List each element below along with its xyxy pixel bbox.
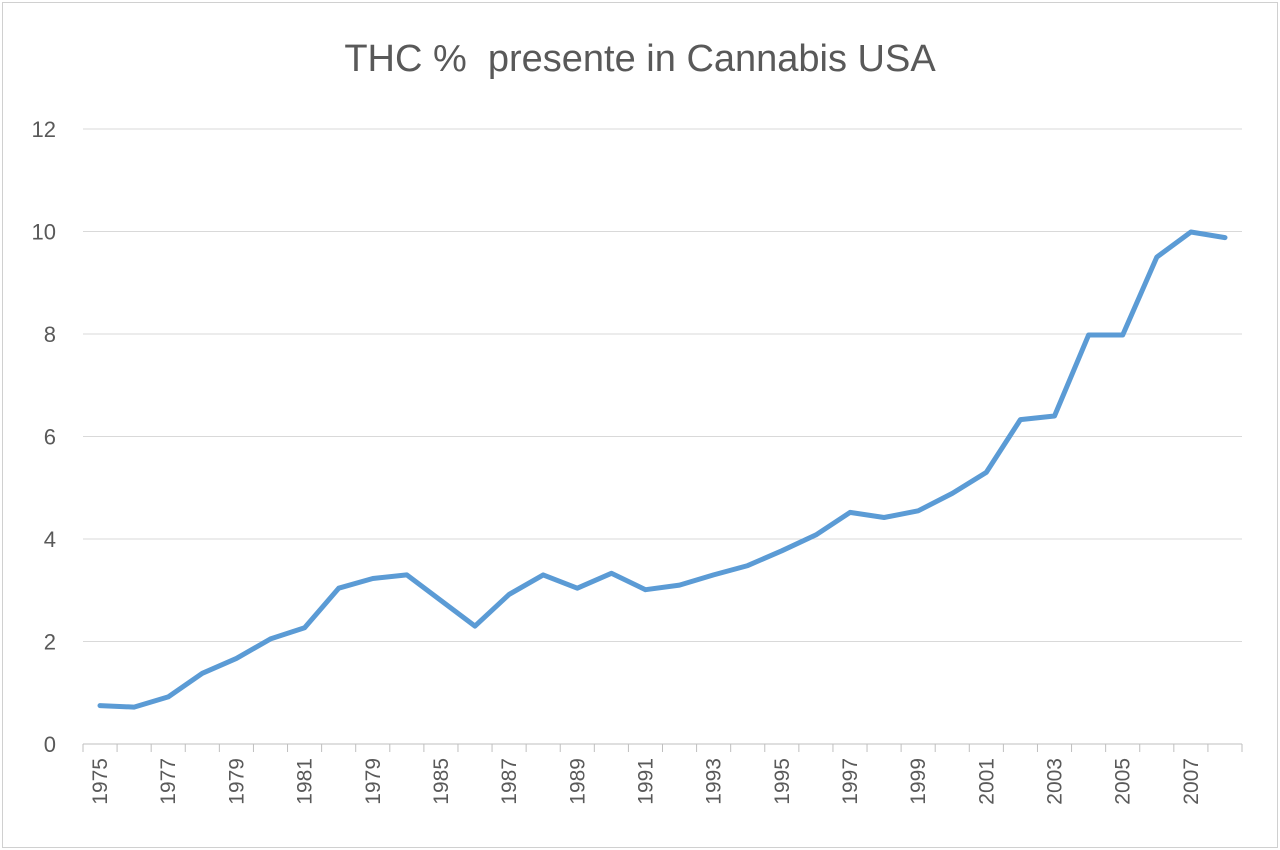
data-point bbox=[1188, 230, 1193, 235]
x-tick-label: 1989 bbox=[566, 758, 589, 805]
y-tick-label: 10 bbox=[32, 220, 56, 245]
data-point bbox=[711, 572, 716, 577]
data-point bbox=[984, 470, 989, 475]
data-point bbox=[950, 491, 955, 496]
y-tick-label: 12 bbox=[32, 117, 56, 142]
x-tick-label: 1981 bbox=[294, 758, 317, 805]
x-tick-label: 1979 bbox=[362, 758, 385, 805]
series-group bbox=[97, 229, 1228, 710]
y-tick-label: 2 bbox=[44, 630, 56, 655]
x-tick-label: 1987 bbox=[498, 758, 521, 805]
data-point bbox=[200, 671, 205, 676]
x-tick-label: 1977 bbox=[157, 758, 180, 805]
y-tick-label: 0 bbox=[44, 732, 56, 757]
data-point bbox=[1052, 414, 1057, 419]
data-point bbox=[404, 572, 409, 577]
data-point bbox=[609, 571, 614, 576]
data-point bbox=[575, 586, 580, 591]
data-point bbox=[677, 583, 682, 588]
data-point bbox=[473, 624, 478, 629]
data-point bbox=[166, 694, 171, 699]
data-point bbox=[745, 563, 750, 568]
data-point bbox=[541, 572, 546, 577]
x-tick-label: 1999 bbox=[907, 758, 930, 805]
x-tick-label: 1975 bbox=[89, 758, 112, 805]
data-point bbox=[916, 508, 921, 513]
x-tick-label: 2003 bbox=[1044, 758, 1067, 805]
data-point bbox=[234, 656, 239, 661]
data-point bbox=[1222, 235, 1227, 240]
chart-title: THC % presente in Cannabis USA bbox=[344, 38, 936, 80]
data-point bbox=[438, 598, 443, 603]
data-point bbox=[370, 576, 375, 581]
data-point bbox=[813, 532, 818, 537]
x-tick-label: 1979 bbox=[225, 758, 248, 805]
data-point bbox=[507, 592, 512, 597]
x-axis-ticks: 1975 1977 1979 1981 1979 1985 1987 1989 1991 1993… bbox=[89, 758, 1203, 805]
data-point bbox=[268, 636, 273, 641]
data-point bbox=[98, 703, 103, 708]
y-tick-label: 6 bbox=[44, 425, 56, 450]
x-tick-label: 1991 bbox=[634, 758, 657, 805]
data-point bbox=[847, 510, 852, 515]
x-tick-label: 1985 bbox=[430, 758, 453, 805]
series-line bbox=[97, 229, 1228, 710]
gridlines bbox=[83, 128, 1242, 642]
data-point bbox=[643, 587, 648, 592]
y-axis-ticks: 0 2 4 6 8 10 12 bbox=[32, 117, 56, 757]
data-point bbox=[302, 625, 307, 630]
data-point bbox=[1120, 333, 1125, 338]
data-point bbox=[882, 515, 887, 520]
x-tick-label: 1997 bbox=[839, 758, 862, 805]
x-tick-label: 2007 bbox=[1180, 758, 1203, 805]
data-point bbox=[1018, 417, 1023, 422]
y-tick-label: 4 bbox=[44, 527, 56, 552]
y-tick-label: 8 bbox=[44, 322, 56, 347]
data-point bbox=[336, 586, 341, 591]
x-tick-label: 2001 bbox=[975, 758, 998, 805]
data-point bbox=[1154, 255, 1159, 260]
x-tick-label: 2005 bbox=[1112, 758, 1135, 805]
data-point bbox=[132, 705, 137, 710]
x-tick-label: 1993 bbox=[703, 758, 726, 805]
x-axis-tick-marks bbox=[82, 744, 1243, 752]
x-tick-label: 1995 bbox=[771, 758, 794, 805]
data-point bbox=[1086, 333, 1091, 338]
data-point bbox=[779, 548, 784, 553]
